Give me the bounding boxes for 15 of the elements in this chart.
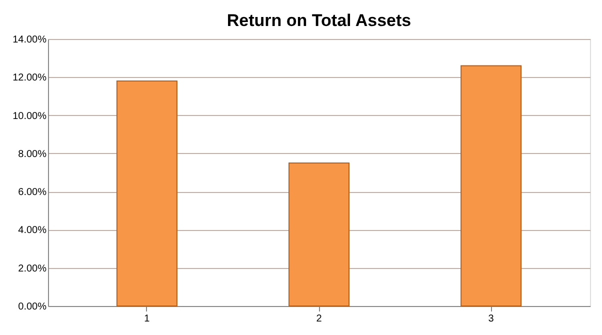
y-tick-label: 6.00% [18, 187, 47, 198]
chart-title: Return on Total Assets [226, 11, 412, 30]
bar [116, 80, 178, 306]
y-tick-label: 10.00% [12, 110, 47, 122]
y-tick-label: 0.00% [18, 302, 47, 312]
x-tick-label: 3 [488, 314, 494, 324]
y-tick-label: 8.00% [18, 148, 47, 160]
y-tick-label: 2.00% [18, 263, 47, 274]
x-tick-label: 1 [144, 314, 150, 324]
bar [288, 162, 350, 306]
x-tick-label: 2 [316, 314, 322, 324]
y-tick-label: 12.00% [12, 72, 47, 84]
y-tick-label: 4.00% [18, 225, 47, 236]
y-tick-label: 14.00% [12, 34, 47, 46]
bar [460, 65, 522, 306]
